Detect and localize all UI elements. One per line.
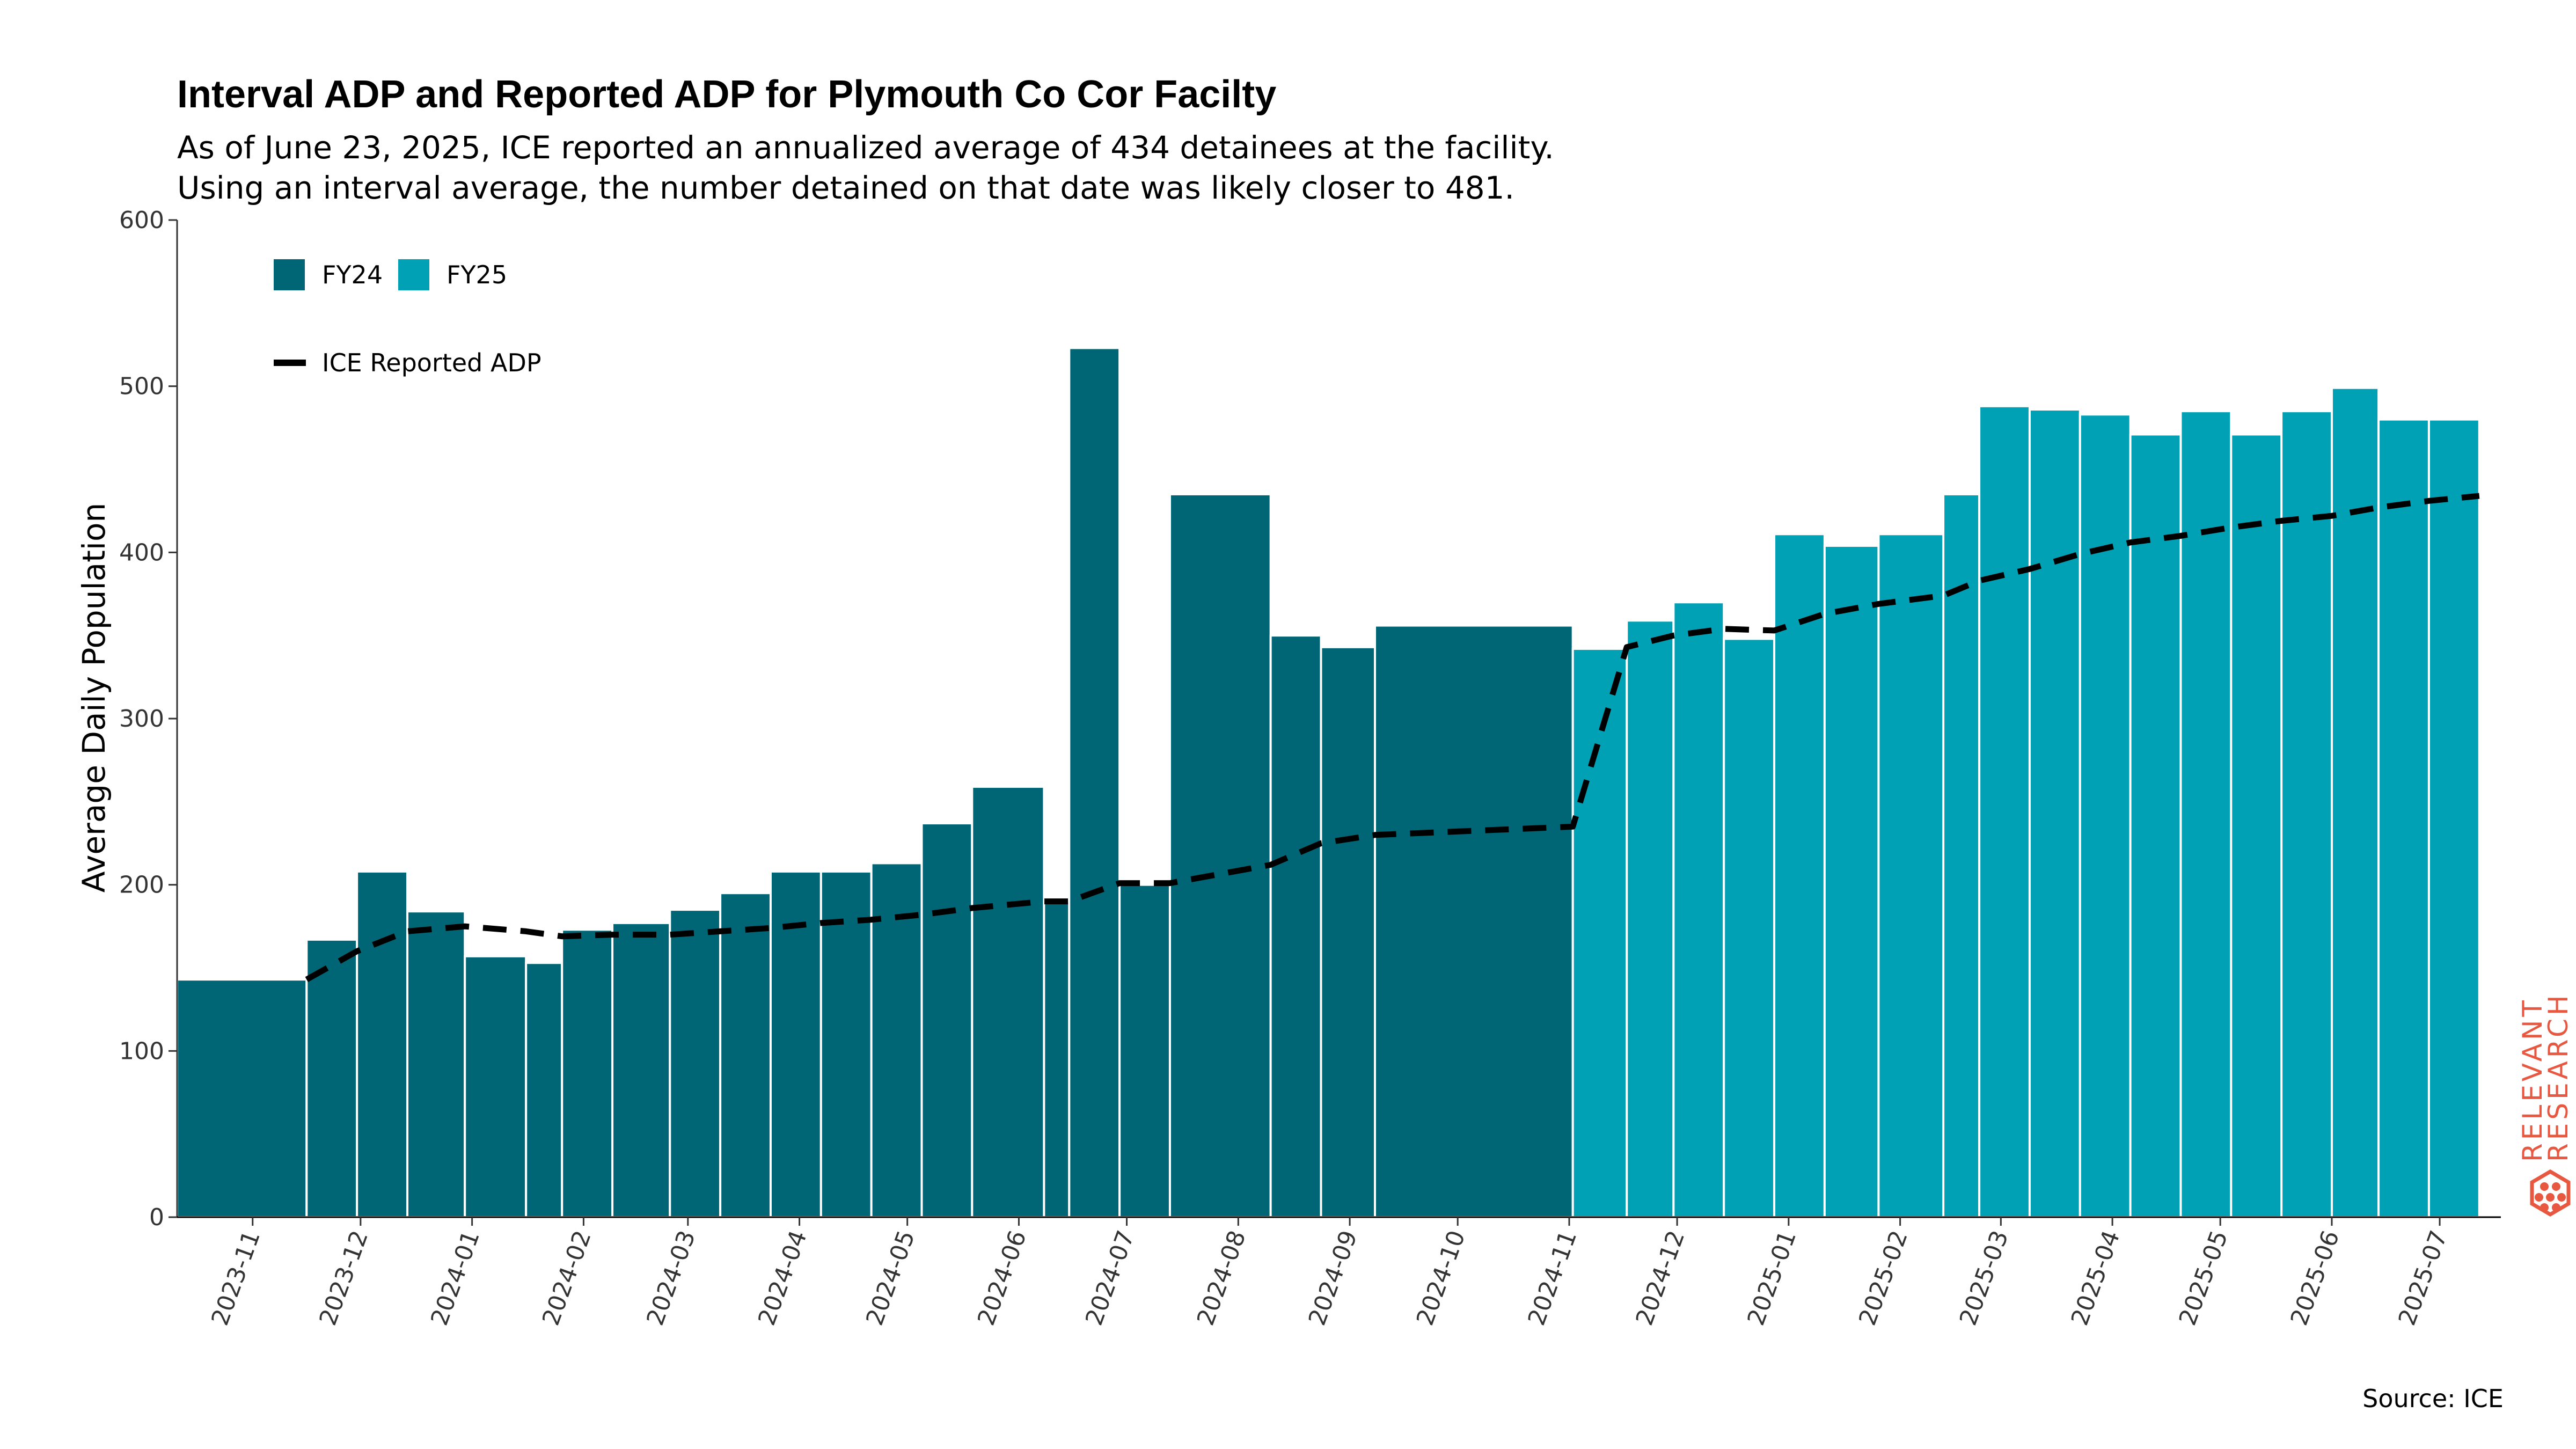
bar-fy24-21 [1374,624,1574,1218]
x-tick-label: 2024-02 [537,1227,597,1329]
x-tick-label: 2024-08 [1192,1227,1252,1329]
x-tick-label: 2025-02 [1854,1227,1913,1329]
brand-word-relevant: RELEVANT [2517,997,2548,1162]
legend-swatch-fy24 [274,259,305,290]
bar-fy25-7 [1942,493,1981,1219]
bar-fy25-2 [1672,601,1725,1218]
bar-fy25-17 [2427,418,2480,1218]
bar-fy25-4 [1773,533,1826,1218]
bar-fy24-7 [611,921,671,1218]
bar-fy24-15 [1043,900,1071,1218]
y-tick-label: 100 [119,1037,164,1065]
bar-fy25-0 [1571,647,1628,1218]
reported-adp-line-layer [305,493,2480,982]
x-tick-label: 2024-12 [1631,1227,1690,1329]
bar-fy24-18 [1168,493,1272,1219]
x-tick-label: 2024-04 [753,1227,813,1329]
x-tick-label: 2023-12 [314,1227,374,1329]
reported-adp-line [305,493,2480,982]
bar-fy25-6 [1877,533,1945,1218]
x-tick-label: 2024-05 [861,1227,920,1329]
x-tick-label: 2024-03 [641,1227,701,1329]
chart-subtitle-line-1: As of June 23, 2025, ICE reported an ann… [177,129,1554,166]
x-tick-label: 2024-01 [426,1227,485,1329]
legend-swatch-fy25 [398,259,429,290]
x-tick-label: 2024-07 [1080,1227,1140,1329]
x-tick-label: 2024-06 [972,1227,1032,1329]
bar-fy25-11 [2129,433,2182,1218]
bar-fy24-10 [769,870,822,1218]
bar-fy25-14 [2280,410,2333,1218]
legend-label-reported-adp: ICE Reported ADP [322,348,541,377]
brand-word-research: RESEARCH [2543,992,2574,1162]
x-tick-label: 2024-09 [1304,1227,1363,1329]
bar-fy24-14 [971,785,1045,1219]
bar-fy24-5 [525,962,564,1218]
bar-fy24-19 [1269,634,1322,1218]
bar-fy24-20 [1320,646,1377,1218]
x-tick-label: 2024-11 [1523,1227,1583,1329]
x-axis-ticks: 2023-11 2023-12 2024-01 2024-02 2024-03 2024-… [206,1217,2453,1329]
bar-fy24-16 [1068,347,1121,1218]
bar-fy25-5 [1823,544,1880,1218]
bar-fy25-9 [2028,408,2081,1218]
bar-fy24-6 [561,928,614,1218]
brand-hexagon-icon [2530,1169,2571,1217]
chart-subtitle-line-2: Using an interval average, the number de… [177,170,1514,206]
x-tick-label: 2025-03 [1955,1227,2014,1329]
bar-fy24-8 [669,909,722,1219]
bar-fy25-13 [2230,433,2283,1218]
x-tick-label: 2025-04 [2066,1227,2126,1329]
y-tick-label: 200 [119,872,164,899]
bar-fy25-3 [1723,638,1776,1218]
x-tick-label: 2024-10 [1411,1227,1471,1329]
y-tick-label: 500 [119,373,164,400]
source-note: Source: ICE [2362,1384,2504,1413]
bar-fy24-1 [305,938,358,1218]
bar-fy25-1 [1626,619,1675,1218]
y-tick-label: 600 [119,207,164,234]
x-tick-label: 2025-05 [2174,1227,2234,1329]
bar-fy24-9 [719,892,772,1218]
bar-fy24-13 [920,822,974,1218]
y-tick-label: 400 [119,539,164,566]
bars-layer [176,347,2480,1219]
bar-fy24-2 [356,870,408,1218]
legend-label-fy24: FY24 [322,260,383,289]
relevant-research-logo: RELEVANT RESEARCH [2517,992,2574,1217]
y-axis-title: Average Daily Population [76,503,112,893]
bar-fy24-3 [406,910,466,1219]
y-tick-label: 300 [119,705,164,733]
chart-title: Interval ADP and Reported ADP for Plymou… [177,73,1276,116]
bar-fy24-4 [464,955,528,1219]
x-tick-label: 2025-07 [2394,1227,2453,1329]
bar-fy24-17 [1118,883,1171,1218]
x-tick-label: 2023-11 [206,1227,266,1329]
legend-label-fy25: FY25 [447,260,507,289]
bar-fy24-0 [176,978,308,1218]
x-tick-label: 2025-01 [1742,1227,1802,1329]
x-tick-label: 2025-06 [2286,1227,2345,1329]
bar-fy24-11 [819,870,873,1218]
y-tick-label: 0 [149,1204,164,1231]
bar-fy25-8 [1978,405,2031,1218]
bar-fy25-16 [2377,418,2430,1218]
bar-fy25-10 [2079,413,2132,1218]
y-axis-ticks: 0 100 200 300 400 500 600 [119,207,177,1231]
legend: FY24 FY25 ICE Reported ADP [274,259,541,377]
